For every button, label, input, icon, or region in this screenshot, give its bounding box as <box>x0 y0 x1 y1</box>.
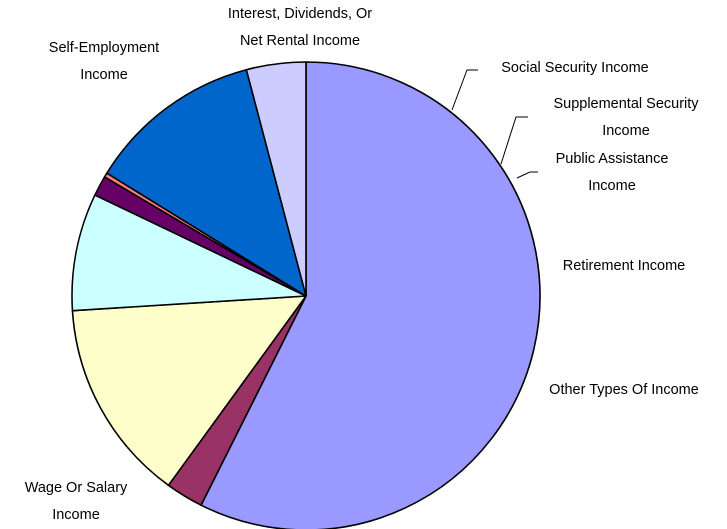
label-line: Wage Or Salary <box>25 480 128 496</box>
slice-social-security-income <box>71 194 307 312</box>
label-line: Supplemental Security <box>553 96 699 112</box>
slice-labels: Wage Or Salary Income Self-Employment Incom… <box>25 6 700 523</box>
slice-other-types-of-income <box>245 61 307 297</box>
label-line: Net Rental Income <box>240 33 360 49</box>
pie-slices <box>71 61 541 529</box>
label-social-security-income: Social Security Income <box>501 60 648 76</box>
leader-supplemental-security-income <box>500 116 528 165</box>
leader-public-assistance-income <box>516 171 538 179</box>
slice-retirement-income <box>106 68 307 297</box>
label-line: Social Security Income <box>501 60 648 76</box>
label-line: Income <box>80 67 128 83</box>
leader-social-security-income <box>451 69 478 111</box>
label-other-types-of-income: Other Types Of Income <box>549 382 699 398</box>
label-interest-dividends-or-net-rental-income: Interest, Dividends, Or Net Rental Income <box>228 6 372 49</box>
label-line: Other Types Of Income <box>549 382 699 398</box>
label-leader-lines <box>451 69 538 179</box>
label-public-assistance-income: Public Assistance Income <box>556 151 669 194</box>
slice-interest-dividends-or-net-rental-income <box>71 295 307 487</box>
label-supplemental-security-income: Supplemental Security Income <box>553 96 699 139</box>
slice-wage-or-salary-income <box>200 61 541 529</box>
label-line: Income <box>588 178 636 194</box>
label-line: Retirement Income <box>563 258 686 274</box>
label-line: Income <box>52 507 100 523</box>
label-line: Public Assistance <box>556 151 669 167</box>
label-self-employment-income: Self-Employment Income <box>49 40 159 83</box>
label-line: Self-Employment <box>49 40 159 56</box>
label-wage-or-salary-income: Wage Or Salary Income <box>25 480 128 523</box>
label-line: Interest, Dividends, Or <box>228 6 372 22</box>
label-line: Income <box>602 123 650 139</box>
label-retirement-income: Retirement Income <box>563 258 686 274</box>
